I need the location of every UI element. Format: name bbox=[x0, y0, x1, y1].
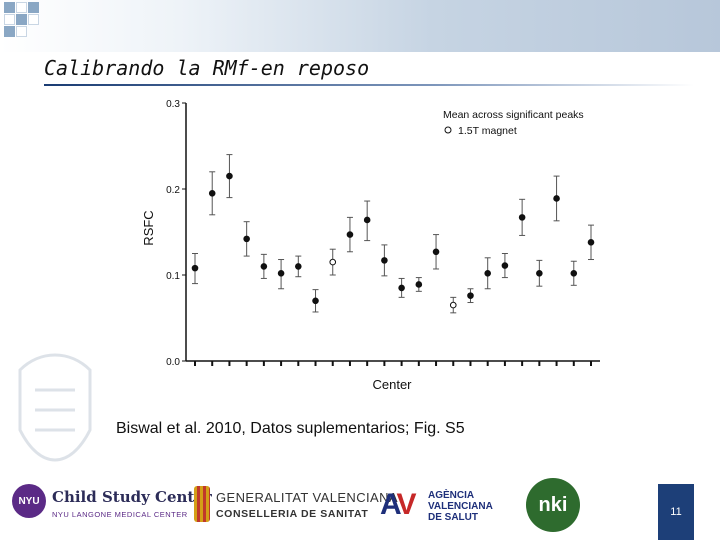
nyu-logo-badge: NYU bbox=[12, 484, 46, 518]
data-point bbox=[243, 235, 250, 243]
data-point bbox=[518, 214, 526, 221]
figure-caption: Biswal et al. 2010, Datos suplementarios… bbox=[116, 420, 465, 437]
data-point bbox=[363, 216, 371, 224]
data-point bbox=[484, 269, 491, 277]
header-band bbox=[0, 0, 720, 52]
avs-logo-text: AGÈNCIA VALENCIANA DE SALUT bbox=[428, 490, 493, 523]
data-point bbox=[312, 297, 319, 305]
gv-logo-sub: CONSELLERIA DE SANITAT bbox=[216, 508, 369, 520]
y-axis-label: RSFC bbox=[141, 210, 156, 245]
nyu-logo-sub: NYU LANGONE MEDICAL CENTER bbox=[52, 510, 188, 519]
data-point bbox=[381, 257, 388, 264]
data-point bbox=[191, 264, 199, 272]
data-point-open bbox=[329, 258, 337, 266]
data-point bbox=[226, 172, 233, 180]
data-point bbox=[260, 263, 268, 270]
title-underline bbox=[44, 84, 694, 86]
gv-emblem-icon bbox=[194, 486, 210, 522]
crest-watermark-icon bbox=[18, 353, 92, 462]
data-point bbox=[208, 190, 216, 197]
data-point bbox=[553, 195, 560, 202]
y-tick-label: 0.1 bbox=[166, 271, 180, 282]
y-tick-label: 0.2 bbox=[166, 185, 180, 196]
data-point bbox=[415, 281, 423, 288]
footer-logos: NYU Child Study Center NYU LANGONE MEDIC… bbox=[0, 470, 720, 540]
data-point bbox=[536, 269, 543, 277]
nyu-logo-main: Child Study Center bbox=[52, 488, 212, 506]
avs-emblem-icon: AV bbox=[380, 488, 416, 521]
data-point bbox=[570, 269, 578, 277]
data-point bbox=[467, 292, 474, 299]
data-point bbox=[277, 269, 285, 277]
gv-logo-main: GENERALITAT VALENCIANA bbox=[216, 490, 398, 505]
legend-open-marker bbox=[444, 126, 452, 134]
nki-logo: nki bbox=[526, 478, 580, 532]
data-point bbox=[398, 284, 405, 292]
data-point bbox=[501, 262, 509, 269]
legend-title: Mean across significant peaks bbox=[443, 109, 584, 121]
data-point bbox=[587, 239, 595, 246]
page-number: 11 bbox=[658, 484, 694, 540]
slide-title: Calibrando la RMf-en reposo bbox=[44, 56, 370, 80]
y-tick-label: 0.0 bbox=[166, 357, 180, 368]
x-axis-label: Center bbox=[372, 377, 412, 392]
y-tick-label: 0.3 bbox=[166, 99, 180, 110]
data-point bbox=[346, 231, 354, 238]
data-point-open bbox=[449, 301, 457, 309]
data-point bbox=[295, 263, 302, 270]
corner-squares-decoration bbox=[0, 0, 60, 50]
legend-entry-label: 1.5T magnet bbox=[458, 125, 517, 137]
data-point bbox=[432, 248, 440, 256]
